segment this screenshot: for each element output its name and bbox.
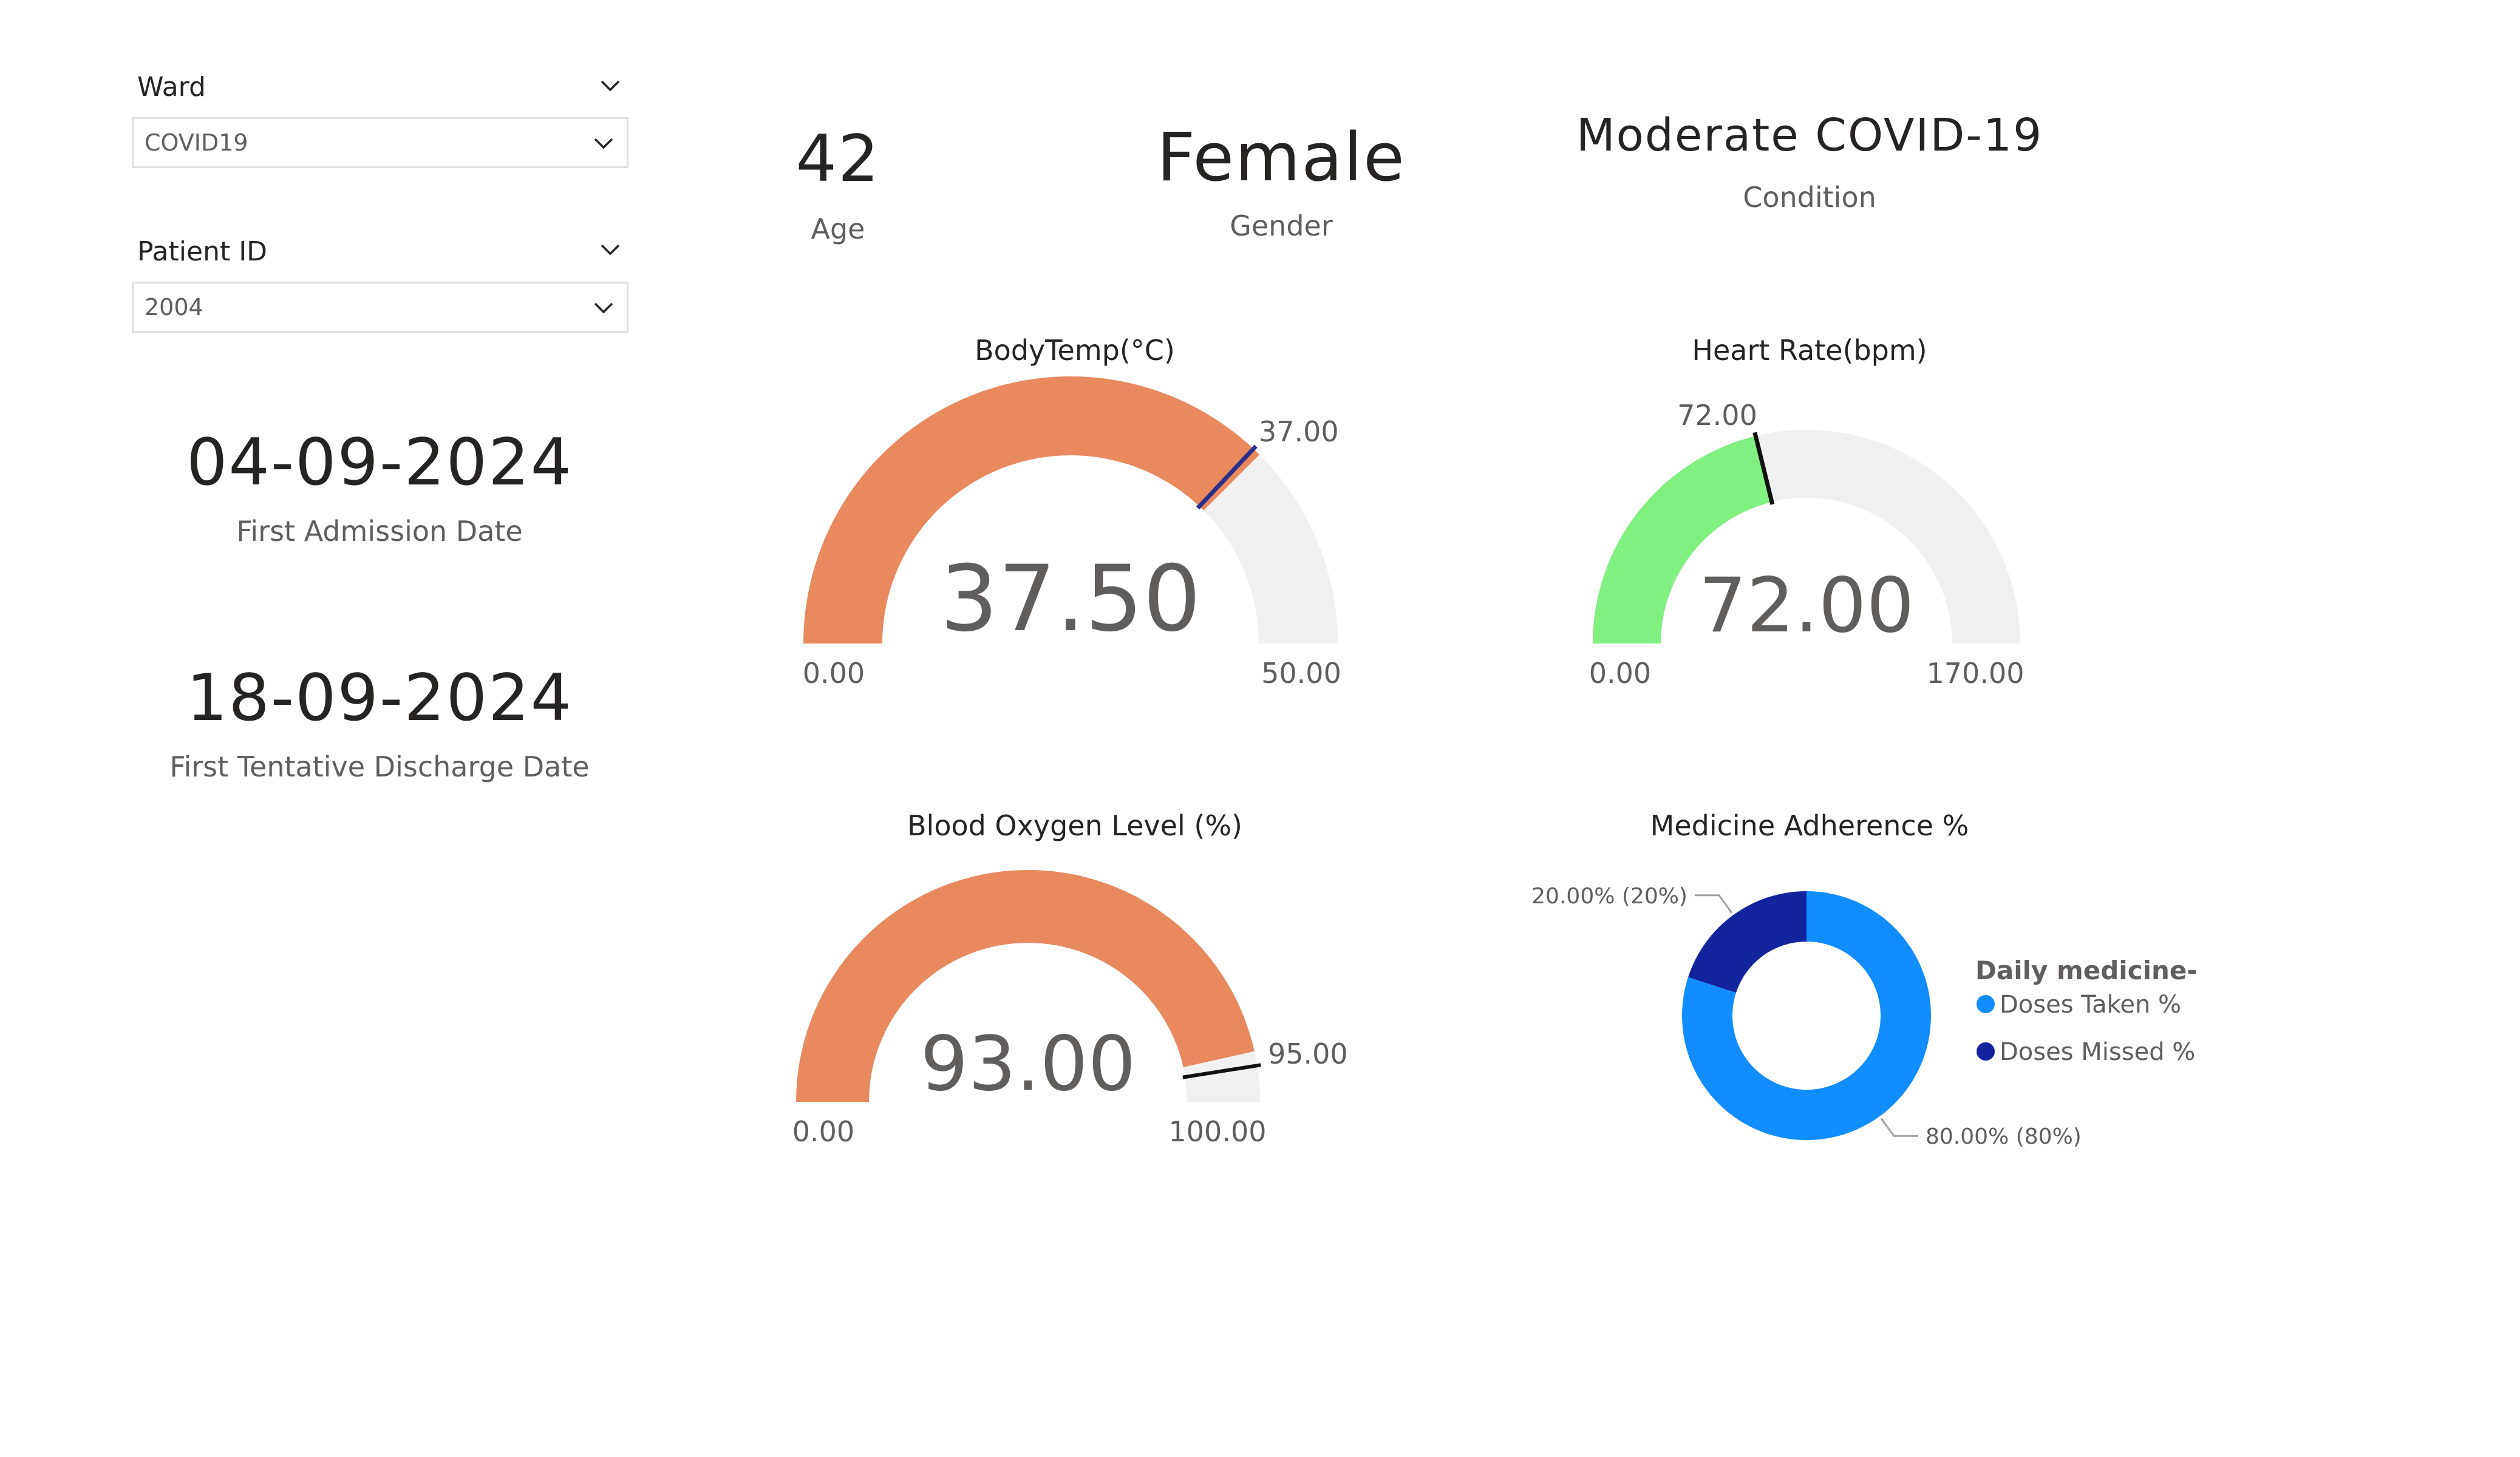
donut-data-label: 80.00% (80%) <box>1926 1124 2082 1149</box>
chevron-down-icon[interactable] <box>598 237 622 261</box>
first-admission-date-label: First Admission Date <box>236 515 523 548</box>
patient-id-slicer-title: Patient ID <box>137 236 268 267</box>
first-tentative-discharge-date-value: 18-09-2024 <box>186 661 573 735</box>
gender-label: Gender <box>1230 209 1333 242</box>
legend-item-label[interactable]: Doses Missed % <box>2000 1038 2195 1066</box>
gauge-fill <box>803 376 1260 644</box>
ward-dropdown-value: COVID19 <box>145 129 248 156</box>
medicine-adherence-title: Medicine Adherence % <box>1650 809 1969 842</box>
legend-marker[interactable] <box>1977 1042 1995 1061</box>
chevron-down-icon[interactable] <box>591 131 616 155</box>
gauge-max-label: 100.00 <box>1169 1115 1267 1148</box>
ward-slicer-title: Ward <box>137 72 206 103</box>
age-label: Age <box>811 212 865 245</box>
condition-label: Condition <box>1743 181 1876 214</box>
patient-id-dropdown[interactable]: 2004 <box>132 282 628 333</box>
legend-title: Daily medicine- <box>1975 956 2198 985</box>
gauge-target-marker <box>1196 444 1258 510</box>
gauge-target-label: 37.00 <box>1259 415 1339 448</box>
patient-id-dropdown-value: 2004 <box>145 294 203 321</box>
gauge-min-label: 0.00 <box>803 657 865 690</box>
gauge-min-label: 0.00 <box>1589 657 1651 690</box>
donut-data-label: 20.00% (20%) <box>1531 884 1687 909</box>
gauge-value: 93.00 <box>921 1021 1136 1108</box>
gauge-target-marker <box>1182 1063 1261 1079</box>
legend-item-label[interactable]: Doses Taken % <box>2000 991 2181 1019</box>
gender-value: Female <box>1157 118 1406 196</box>
data-label-leader-line <box>1880 1118 1919 1137</box>
legend-marker[interactable] <box>1977 995 1995 1013</box>
chevron-down-icon[interactable] <box>591 295 616 319</box>
blood-oxygen-title: Blood Oxygen Level (%) <box>907 809 1243 842</box>
gauge-value: 37.50 <box>940 546 1200 652</box>
heart-rate-title: Heart Rate(bpm) <box>1692 334 1927 367</box>
ward-dropdown[interactable]: COVID19 <box>132 117 628 168</box>
age-value: 42 <box>795 121 880 196</box>
gauge-target-label: 95.00 <box>1268 1038 1348 1070</box>
gauge-fill <box>796 870 1255 1102</box>
first-admission-date-value: 04-09-2024 <box>186 425 573 500</box>
gauge-min-label: 0.00 <box>792 1115 854 1148</box>
data-label-leader-line <box>1694 894 1733 914</box>
first-tentative-discharge-date-label: First Tentative Discharge Date <box>169 750 590 783</box>
gauge-target-marker <box>1752 432 1775 505</box>
donut-slice[interactable] <box>1682 891 1932 1141</box>
condition-value: Moderate COVID-19 <box>1576 109 2043 161</box>
gauge-max-label: 170.00 <box>1927 657 2025 690</box>
body-temp-title: BodyTemp(°C) <box>975 334 1175 367</box>
chevron-down-icon[interactable] <box>598 73 622 97</box>
gauge-value: 72.00 <box>1699 562 1915 650</box>
gauge-target-label: 72.00 <box>1677 399 1757 432</box>
gauge-fill <box>1593 436 1772 644</box>
donut-slice[interactable] <box>1688 891 1807 993</box>
gauge-max-label: 50.00 <box>1261 657 1341 690</box>
